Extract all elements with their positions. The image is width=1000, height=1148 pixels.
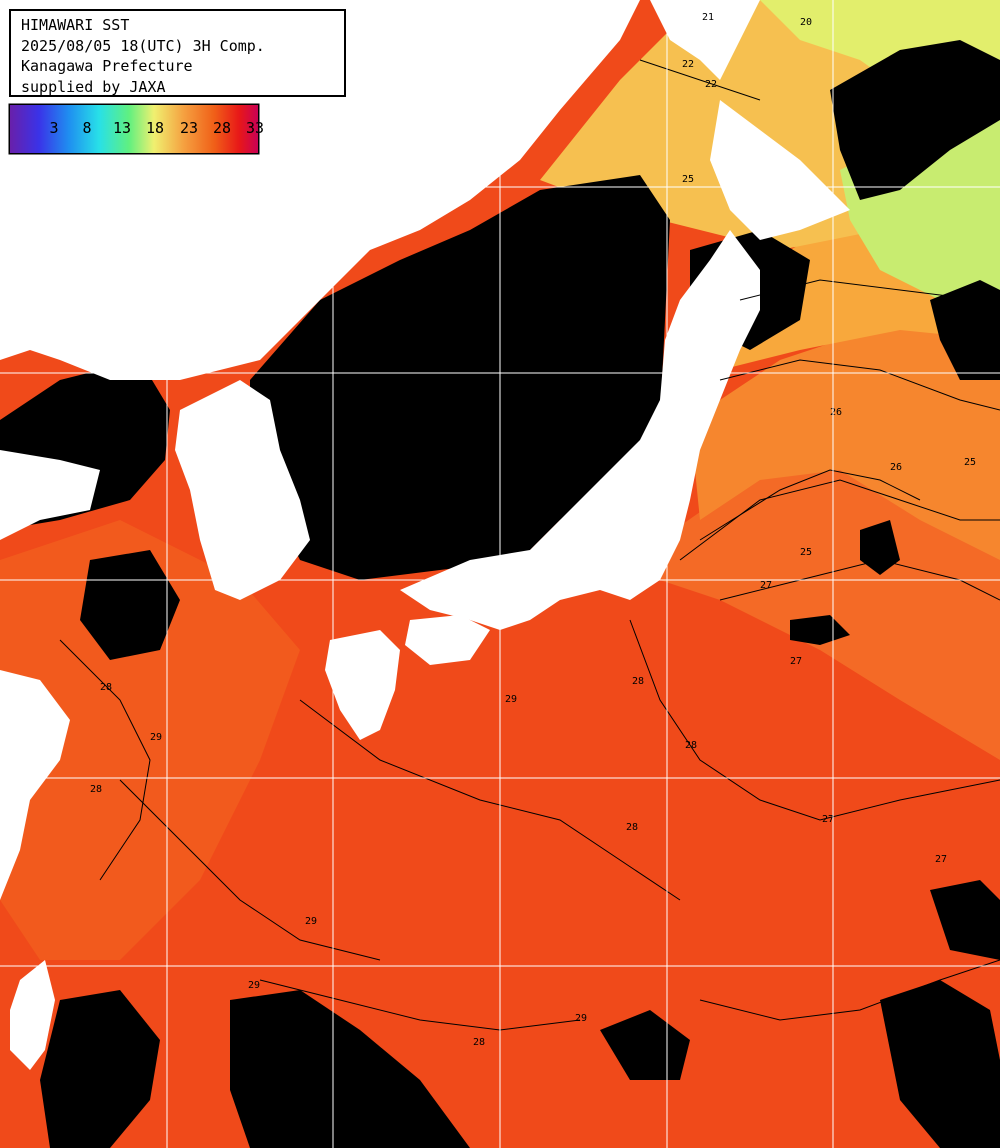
contour-label: 28 — [632, 676, 644, 687]
land-china-coast — [0, 450, 100, 540]
legend-tick: 28 — [212, 119, 232, 137]
contour-label: 27 — [760, 580, 772, 591]
cloud-south-west-2 — [40, 990, 160, 1148]
contour-label: 25 — [682, 174, 694, 185]
land-china-shanghai — [0, 670, 70, 900]
cloud-east-small-2 — [790, 615, 850, 645]
cloud-north-east-2 — [930, 280, 1000, 380]
sea-band-28-west — [0, 520, 300, 960]
contour-label: 28 — [685, 740, 697, 751]
contour-label: 25 — [800, 547, 812, 558]
temperature-legend: 3 8 13 18 23 28 33 — [9, 104, 264, 154]
contour-label: 28 — [473, 1037, 485, 1048]
cloud-east-small — [860, 520, 900, 575]
legend-tick: 3 — [49, 119, 59, 137]
contour-label: 29 — [505, 694, 517, 705]
header-provider: Kanagawa Prefecture — [21, 57, 193, 75]
sea-band-26 — [690, 300, 1000, 560]
contour-label: 29 — [150, 732, 162, 743]
land-sakhalin — [650, 0, 760, 80]
land-kyushu — [325, 630, 400, 740]
contour-label: 28 — [90, 784, 102, 795]
contour-lines — [59, 59, 1000, 1031]
contour-label: 27 — [822, 814, 834, 825]
cloud-central-west — [80, 550, 180, 660]
contour-label: 27 — [790, 656, 802, 667]
contour-label: 28 — [626, 822, 638, 833]
contour-label: 26 — [890, 462, 902, 473]
cloud-south-east — [930, 880, 1000, 960]
legend-tick: 23 — [179, 119, 199, 137]
header-info-box: HIMAWARI SST 2025/08/05 18(UTC) 3H Comp.… — [9, 9, 346, 97]
land-shikoku — [405, 615, 490, 665]
contour-label-group: 21 20 22 22 25 25 26 26 25 27 28 27 27 2… — [90, 12, 976, 1048]
header-source: supplied by JAXA — [21, 77, 166, 96]
legend-tick: 33 — [245, 119, 265, 137]
contour-label: 26 — [830, 407, 842, 418]
contour-label: 22 — [682, 59, 694, 70]
legend-labels: 3 8 13 18 23 28 33 — [10, 119, 264, 139]
legend-tick: 18 — [145, 119, 165, 137]
land-sado — [600, 470, 630, 500]
land-taiwan — [10, 960, 55, 1070]
contour-label: 28 — [900, 992, 912, 1003]
contour-label: 29 — [575, 1013, 587, 1024]
legend-color-bar — [8, 103, 260, 155]
cloud-south-west — [230, 990, 470, 1148]
contour-label: 29 — [305, 916, 317, 927]
contour-label: 25 — [964, 457, 976, 468]
land-korea — [175, 380, 310, 600]
legend-tick: 8 — [82, 119, 92, 137]
land-honshu — [400, 230, 760, 630]
header-datetime: 2025/08/05 18(UTC) 3H Comp. — [21, 36, 265, 55]
legend-tick: 13 — [112, 119, 132, 137]
contour-label: 29 — [248, 980, 260, 991]
cloud-south-east-2 — [880, 980, 1000, 1148]
cloud-north-east — [830, 40, 1000, 200]
contour-label: 21 — [702, 12, 714, 23]
cloud-sea-of-japan — [250, 175, 670, 580]
land-hokkaido — [710, 100, 850, 240]
contour-label: 22 — [705, 79, 717, 90]
contour-label: 27 — [935, 854, 947, 865]
contour-label: 28 — [100, 682, 112, 693]
header-title: HIMAWARI SST — [21, 16, 130, 34]
contour-label: 20 — [800, 17, 812, 28]
